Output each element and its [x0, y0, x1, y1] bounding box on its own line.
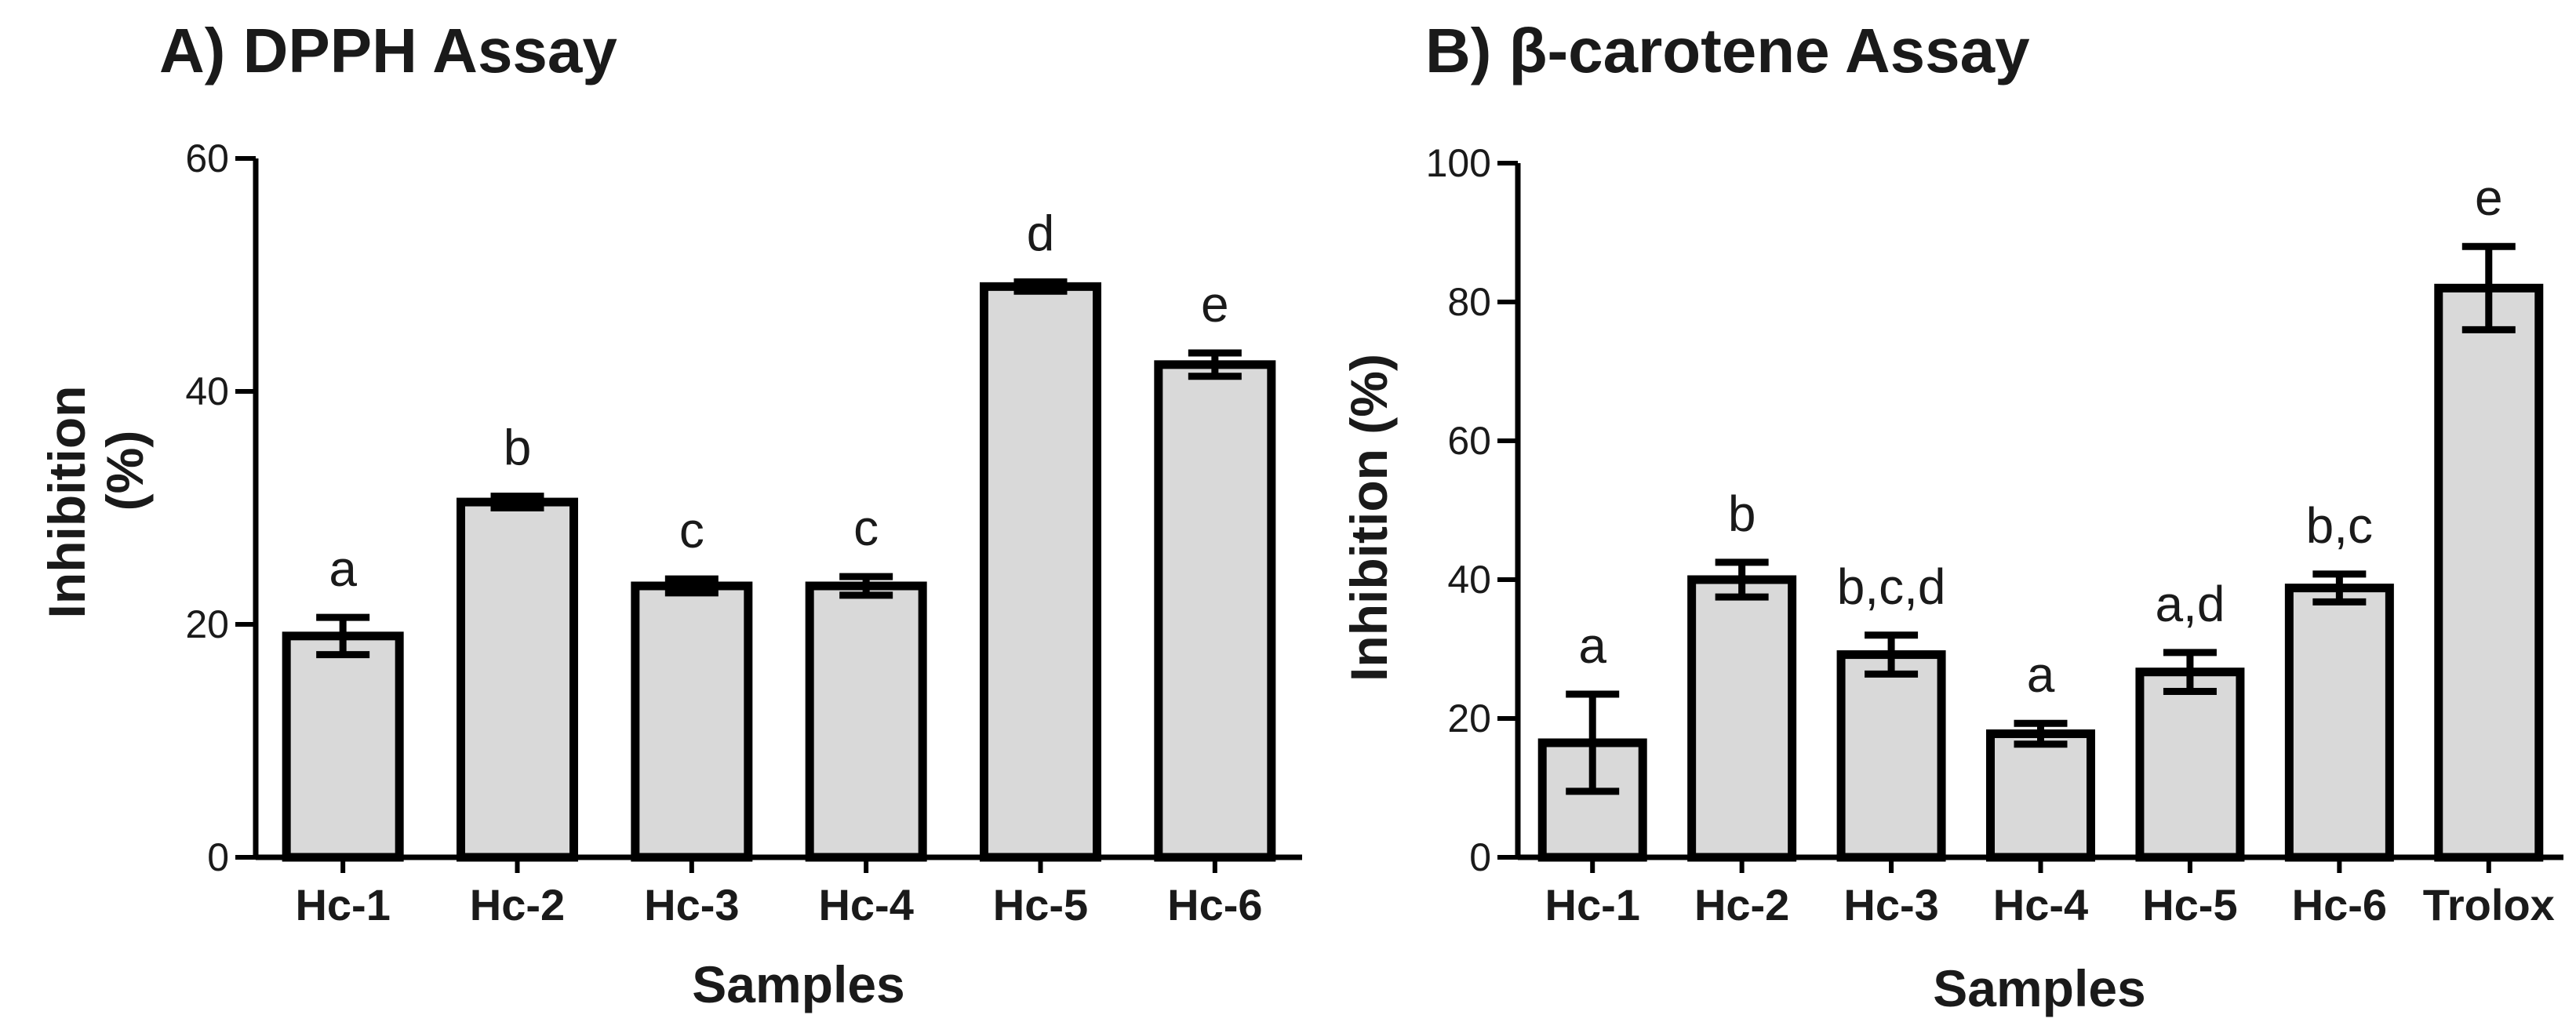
- panel-b-category-label: Hc-2: [1694, 880, 1789, 929]
- panel-a-error-bar-hc-2: [490, 493, 544, 511]
- panel-b-error-bar-trolox: [2461, 242, 2516, 333]
- panel-a-y-ticks: 0 20 40 60: [185, 136, 256, 879]
- panel-a-bar-hc-1: [282, 631, 404, 862]
- panel-a-y-tick-label: 60: [185, 136, 229, 180]
- panel-b-bars: a Hc-1 b Hc-2 b,c,d Hc-3 a Hc-4 a,d Hc-5 b,c Hc-6 e T…: [1537, 169, 2555, 929]
- panel-a-y-tick-label: 40: [185, 369, 229, 413]
- panel-a-significance-label: d: [1027, 205, 1055, 261]
- panel-a-y-tick-label: 0: [207, 835, 229, 879]
- panel-a-significance-label: c: [679, 502, 704, 558]
- panel-b-category-label: Hc-3: [1843, 880, 1938, 929]
- panel-a-category-label: Hc-5: [993, 880, 1088, 929]
- panel-b-error-bar-hc-1: [1566, 690, 1620, 795]
- panel-b-bar-hc-5: [2135, 667, 2245, 862]
- panel-a-category-label: Hc-6: [1167, 880, 1262, 929]
- panel-b-significance-label: a: [1578, 617, 1606, 674]
- panel-b-category-label: Hc-6: [2292, 880, 2387, 929]
- panel-b-error-bar-hc-2: [1715, 558, 1769, 601]
- panel-a-error-bar-hc-3: [664, 575, 719, 597]
- panel-b-y-tick-label: 40: [1447, 558, 1491, 602]
- panel-b-bar-hc-4: [1986, 729, 2095, 862]
- panel-a-error-bar-hc-1: [316, 613, 370, 659]
- panel-a-chart: A) DPPH Assay Inhibition (%) Samples 0 20…: [38, 16, 1302, 1013]
- panel-a-bar-hc-4: [805, 581, 927, 862]
- panel-a-significance-label: c: [853, 500, 879, 556]
- panel-b-bar-trolox: [2434, 283, 2544, 862]
- panel-b-category-label: Hc-4: [1993, 880, 2088, 929]
- panel-b-error-bar-hc-6: [2312, 570, 2367, 606]
- panel-b-bar-hc-6: [2284, 584, 2394, 862]
- panel-b-significance-label: b,c: [2306, 497, 2373, 554]
- panel-b-y-tick-label: 100: [1426, 141, 1491, 185]
- panel-b-title: B) β-carotene Assay: [1425, 16, 2030, 85]
- panel-a-y-tick-label: 20: [185, 602, 229, 646]
- panel-b-x-axis-title: Samples: [1933, 959, 2145, 1017]
- panel-a-category-label: Hc-4: [818, 880, 913, 929]
- panel-b-significance-label: e: [2475, 169, 2503, 226]
- panel-a-bars: a Hc-1 b Hc-2 c Hc-3 c Hc-4 d Hc-5 e Hc-6: [282, 205, 1276, 929]
- panel-b-significance-label: a: [2027, 646, 2055, 703]
- panel-b-significance-label: a,d: [2155, 576, 2225, 632]
- panel-b-error-bar-hc-4: [2014, 719, 2068, 748]
- panel-a-significance-label: a: [329, 540, 357, 597]
- panel-a-bar-hc-2: [457, 497, 578, 862]
- panel-a-significance-label: e: [1201, 276, 1229, 333]
- panel-b-chart: B) β-carotene Assay Inhibition (%) Sampl…: [1340, 16, 2563, 1017]
- panel-b-y-tick-label: 60: [1447, 419, 1491, 463]
- panel-a-error-bar-hc-5: [1013, 278, 1068, 295]
- panel-a-y-axis-title-line2: (%): [96, 431, 154, 511]
- panel-b-significance-label: b: [1728, 486, 1756, 542]
- panel-a-error-bar-hc-6: [1188, 349, 1242, 380]
- panel-a-category-label: Hc-2: [470, 880, 565, 929]
- panel-b-category-label: Hc-5: [2142, 880, 2237, 929]
- panel-a-bar-hc-6: [1154, 360, 1276, 862]
- panel-b-error-bar-hc-5: [2163, 649, 2217, 695]
- panel-a-title: A) DPPH Assay: [159, 16, 617, 85]
- panel-b-error-bar-hc-3: [1865, 631, 1919, 678]
- panel-b-significance-label: b,c,d: [1837, 558, 1946, 615]
- panel-a-bar-hc-3: [631, 581, 753, 862]
- panel-b-y-axis-title: Inhibition (%): [1340, 354, 1398, 682]
- panel-a-x-axis-title: Samples: [692, 955, 904, 1013]
- panel-b-bar-hc-2: [1687, 575, 1797, 862]
- panel-a-bar-hc-5: [980, 282, 1101, 862]
- panel-a-category-label: Hc-3: [644, 880, 739, 929]
- panel-a-category-label: Hc-1: [295, 880, 390, 929]
- panel-b-y-tick-label: 80: [1447, 280, 1491, 324]
- panel-b-category-label: Trolox: [2423, 880, 2555, 929]
- panel-a-significance-label: b: [504, 420, 532, 476]
- panel-b-bar-hc-3: [1836, 650, 1946, 862]
- panel-b-y-ticks: 0 20 40 60 80 100: [1426, 141, 1518, 879]
- panel-b-category-label: Hc-1: [1545, 880, 1640, 929]
- panel-b-y-tick-label: 0: [1469, 835, 1491, 879]
- panel-a-error-bar-hc-4: [839, 573, 893, 599]
- panel-a-y-axis-title-line1: Inhibition: [38, 386, 96, 619]
- panel-b-y-tick-label: 20: [1447, 697, 1491, 740]
